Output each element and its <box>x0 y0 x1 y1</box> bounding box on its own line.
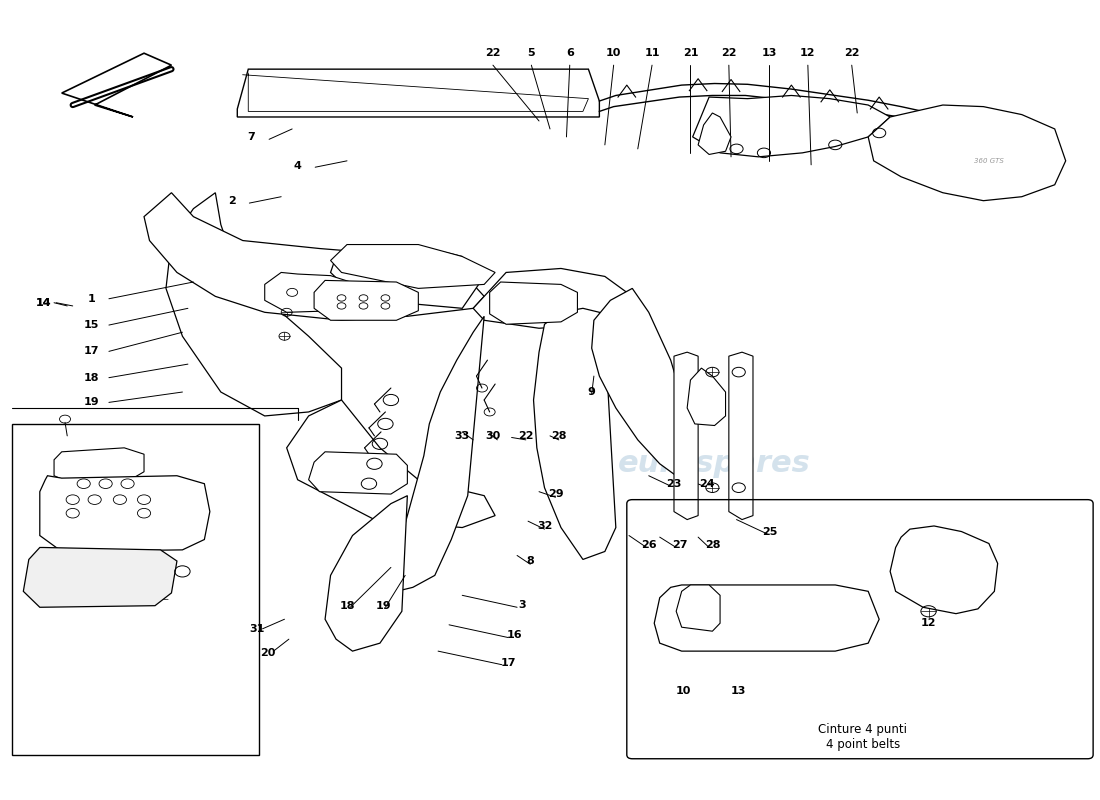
Polygon shape <box>674 352 698 519</box>
Text: 1: 1 <box>88 294 96 304</box>
Text: 11: 11 <box>645 48 660 58</box>
Polygon shape <box>315 281 418 320</box>
Text: 3: 3 <box>519 600 527 610</box>
Polygon shape <box>698 113 732 154</box>
Text: 30: 30 <box>485 431 501 441</box>
Text: 33: 33 <box>454 431 470 441</box>
Text: 29: 29 <box>548 489 563 499</box>
Polygon shape <box>490 282 578 324</box>
Polygon shape <box>331 249 478 308</box>
Bar <box>12 424 260 754</box>
Text: 19: 19 <box>375 601 390 610</box>
Polygon shape <box>40 476 210 551</box>
Polygon shape <box>390 316 484 591</box>
Text: 25: 25 <box>762 526 777 537</box>
Polygon shape <box>688 368 726 426</box>
Text: 10: 10 <box>676 686 692 696</box>
Polygon shape <box>326 496 407 651</box>
Text: 14: 14 <box>35 298 51 308</box>
Polygon shape <box>238 69 600 117</box>
Polygon shape <box>654 585 879 651</box>
Text: 19: 19 <box>84 398 99 407</box>
Text: 16: 16 <box>507 630 522 640</box>
Text: 17: 17 <box>84 346 99 356</box>
Text: 14: 14 <box>35 298 51 308</box>
Text: 10: 10 <box>606 48 621 58</box>
Text: 26: 26 <box>641 540 657 550</box>
Text: 6: 6 <box>565 48 574 58</box>
Text: 15: 15 <box>84 320 99 330</box>
Polygon shape <box>309 452 407 494</box>
Text: 5: 5 <box>528 48 536 58</box>
Text: 13: 13 <box>762 48 777 58</box>
Polygon shape <box>676 585 720 631</box>
Polygon shape <box>729 352 754 519</box>
Polygon shape <box>592 288 693 480</box>
Text: 24: 24 <box>700 478 715 489</box>
Text: 13: 13 <box>732 686 747 696</box>
Text: 21: 21 <box>683 48 698 58</box>
Text: 17: 17 <box>500 658 516 668</box>
Text: 22: 22 <box>485 48 501 58</box>
Text: 28: 28 <box>705 540 720 550</box>
Text: 18: 18 <box>339 601 355 610</box>
Text: 7: 7 <box>248 132 255 142</box>
Polygon shape <box>54 448 144 484</box>
Text: 18: 18 <box>84 373 99 382</box>
Polygon shape <box>890 526 998 614</box>
Text: 8: 8 <box>527 556 535 566</box>
Polygon shape <box>287 400 495 527</box>
Text: 2: 2 <box>228 197 235 206</box>
Text: 22: 22 <box>722 48 737 58</box>
Polygon shape <box>868 105 1066 201</box>
Text: eurospares: eurospares <box>234 258 427 287</box>
Polygon shape <box>23 547 177 607</box>
Polygon shape <box>473 269 632 328</box>
Text: eurospares: eurospares <box>618 450 811 478</box>
Text: 20: 20 <box>261 648 276 658</box>
Text: Cinture 4 punti
4 point belts: Cinture 4 punti 4 point belts <box>818 723 907 751</box>
Text: 9: 9 <box>587 387 595 397</box>
Text: 31: 31 <box>250 624 265 634</box>
Text: 12: 12 <box>800 48 815 58</box>
Text: 27: 27 <box>672 540 688 550</box>
Text: 4: 4 <box>294 162 301 171</box>
Text: 22: 22 <box>518 431 534 441</box>
Text: 28: 28 <box>551 431 566 441</box>
Polygon shape <box>693 95 890 157</box>
Polygon shape <box>166 193 341 416</box>
Polygon shape <box>144 193 484 320</box>
Polygon shape <box>265 273 358 312</box>
Text: 23: 23 <box>667 478 682 489</box>
Text: 32: 32 <box>537 521 552 531</box>
Text: 12: 12 <box>921 618 936 628</box>
Polygon shape <box>534 308 616 559</box>
Text: 360 GTS: 360 GTS <box>974 158 1004 164</box>
Polygon shape <box>331 245 495 288</box>
Text: 22: 22 <box>844 48 859 58</box>
